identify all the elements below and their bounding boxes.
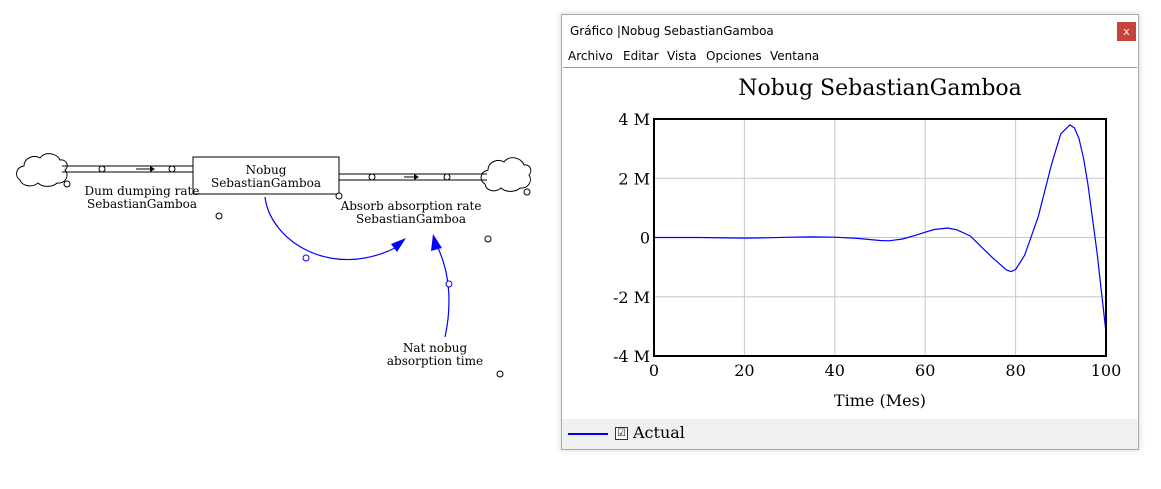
graph-window: Gráfico |Nobug SebastianGamboa x Archivo…	[561, 14, 1139, 450]
x-axis-label: Time (Mes)	[834, 391, 926, 410]
y-tick-label: 4 M	[618, 110, 650, 129]
window-title: Gráfico |Nobug SebastianGamboa	[570, 24, 774, 38]
legend-line-swatch	[568, 433, 608, 435]
plot-area: Nobug SebastianGamboa 0 20 40 60 80 100 4 M 2 M 0…	[563, 67, 1137, 420]
handle-marker	[523, 188, 531, 196]
x-tick-label: 80	[1005, 361, 1025, 380]
handle-marker	[484, 235, 492, 243]
menu-archivo[interactable]: Archivo	[568, 49, 613, 63]
stock-box[interactable]	[192, 156, 340, 195]
x-tick-label: 0	[649, 361, 659, 380]
chart-title: Nobug SebastianGamboa	[738, 76, 1022, 101]
sink-cloud-icon	[480, 157, 532, 192]
x-tick-label: 20	[734, 361, 754, 380]
x-tick-label: 40	[825, 361, 845, 380]
inflow-rate-label[interactable]: Dum dumping rate SebastianGamboa	[84, 184, 200, 211]
stock-label: Nobug SebastianGamboa	[210, 163, 322, 190]
plot-frame	[653, 118, 1107, 357]
source-cloud-icon	[16, 153, 68, 187]
y-tick-label: -2 M	[613, 288, 650, 307]
y-tick-label: -4 M	[613, 347, 650, 366]
handle-marker	[335, 192, 343, 200]
absorption-time-label[interactable]: Nat nobug absorption time	[386, 341, 484, 368]
outflow-pipe[interactable]	[339, 173, 487, 181]
legend-checkbox[interactable]: ☑	[615, 427, 628, 440]
menu-editar[interactable]: Editar	[623, 49, 659, 63]
outflow-rate-label[interactable]: Absorb absorption rate SebastianGamboa	[340, 199, 482, 226]
handle-marker	[496, 370, 504, 378]
legend-label: Actual	[633, 423, 685, 442]
inflow-pipe[interactable]	[62, 165, 193, 173]
line-chart: Nobug SebastianGamboa 0 20 40 60 80 100 4 M 2 M 0…	[613, 76, 1122, 410]
menu-ventana[interactable]: Ventana	[770, 49, 820, 63]
handle-marker	[63, 180, 71, 188]
window-titlebar[interactable]: Gráfico |Nobug SebastianGamboa x	[562, 15, 1138, 47]
menu-vista[interactable]: Vista	[667, 49, 697, 63]
close-button[interactable]: x	[1117, 22, 1136, 41]
x-tick-label: 100	[1091, 361, 1122, 380]
handle-marker	[215, 212, 223, 220]
series-line-actual	[654, 124, 1107, 333]
menu-bar: Archivo Editar Vista Opciones Ventana	[562, 47, 1138, 67]
legend-bar: ☑ Actual	[562, 419, 1138, 449]
menu-opciones[interactable]: Opciones	[706, 49, 762, 63]
y-tick-label: 2 M	[618, 169, 650, 188]
stock-flow-diagram	[16, 153, 532, 378]
y-tick-label: 0	[640, 229, 650, 248]
link-time-to-absorption[interactable]	[431, 234, 453, 338]
x-tick-label: 60	[915, 361, 935, 380]
link-stock-to-absorption[interactable]	[264, 196, 406, 262]
